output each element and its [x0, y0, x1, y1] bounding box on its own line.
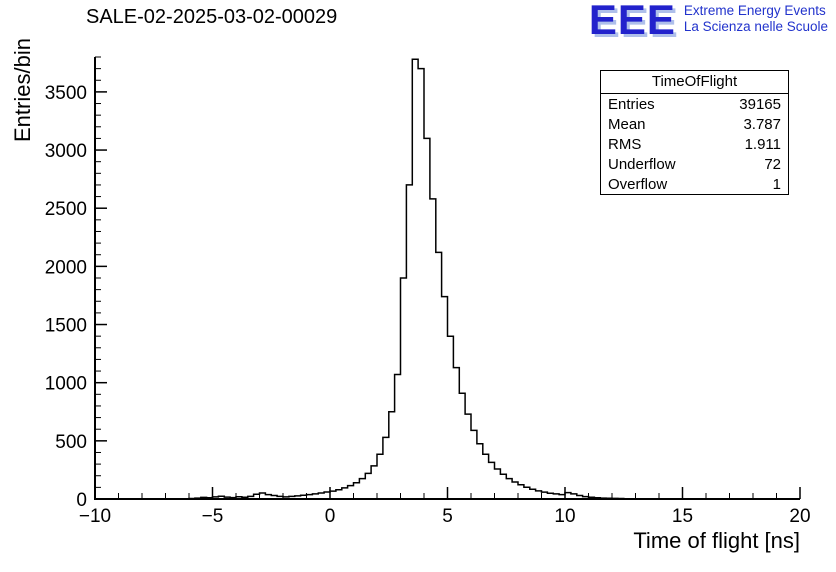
x-tick-label: 0	[325, 506, 336, 527]
stats-label: Entries	[608, 95, 655, 113]
y-tick-label: 2500	[45, 199, 87, 220]
y-tick-label: 1500	[45, 316, 87, 337]
y-tick-label: 1000	[45, 374, 87, 395]
plot-title: SALE-02-2025-03-02-00029	[86, 6, 338, 28]
stats-row-mean: Mean 3.787	[601, 114, 788, 134]
stats-label: Mean	[608, 115, 646, 133]
eee-logo: EEE Extreme Energy Events La Scienza nel…	[588, 0, 828, 43]
eee-logo-line1: Extreme Energy Events	[683, 3, 826, 18]
x-tick-label: 10	[554, 506, 575, 527]
axes: −10 −5 0 5 10 15 20 0 500 1000 1500 2000 2500 3000 350…	[45, 56, 811, 527]
x-axis-title: Time of flight [ns]	[633, 528, 800, 553]
eee-logo-caption: Extreme Energy Events La Scienza nelle S…	[684, 3, 828, 35]
stats-value: 3.787	[743, 115, 781, 133]
stats-box: TimeOfFlight Entries 39165 Mean 3.787 RM…	[600, 70, 789, 195]
y-axis-title: Entries/bin	[10, 38, 35, 142]
x-tick-label: 5	[442, 506, 453, 527]
y-tick-label: 2000	[45, 257, 87, 278]
eee-logo-line2: La Scienza nelle Scuole	[683, 19, 828, 34]
histogram-line	[95, 58, 800, 500]
stats-row-underflow: Underflow 72	[601, 154, 788, 174]
stats-row-rms: RMS 1.911	[601, 134, 788, 154]
stats-value: 1	[772, 175, 781, 193]
stats-box-title: TimeOfFlight	[601, 71, 788, 94]
x-tick-label: −10	[79, 506, 111, 527]
eee-logo-icon: EEE	[588, 0, 676, 43]
stats-value: 1.911	[744, 135, 781, 153]
x-tick-label: −5	[202, 506, 224, 527]
y-tick-label: 3500	[45, 83, 87, 104]
stats-row-entries: Entries 39165	[601, 94, 788, 114]
x-tick-label: 15	[672, 506, 693, 527]
stats-value: 72	[764, 155, 781, 173]
stats-label: Overflow	[608, 175, 668, 193]
y-tick-label: 0	[76, 490, 87, 511]
y-tick-label: 500	[55, 432, 87, 453]
stats-value: 39165	[739, 95, 781, 113]
stats-label: RMS	[608, 135, 642, 153]
stats-row-overflow: Overflow 1	[601, 174, 788, 194]
stats-label: Underflow	[608, 155, 676, 173]
x-tick-label: 20	[789, 506, 810, 527]
y-tick-label: 3000	[45, 141, 87, 162]
